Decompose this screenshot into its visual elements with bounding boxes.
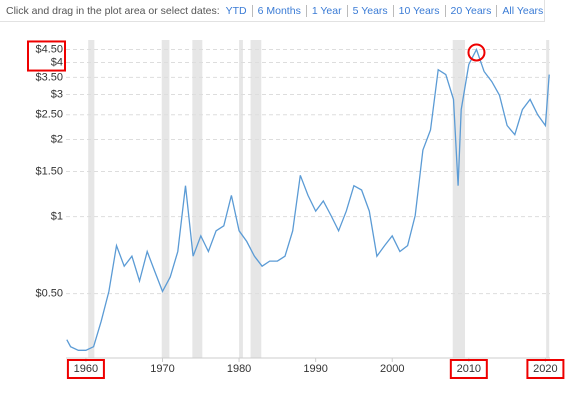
prompt: Click and drag in the plot area or selec… xyxy=(6,5,220,17)
recession-band xyxy=(192,40,203,358)
recession-band xyxy=(239,40,243,358)
range-selector: Click and drag in the plot area or selec… xyxy=(0,0,549,22)
recession-band xyxy=(88,40,95,358)
y-tick-label: $2 xyxy=(51,133,63,145)
y-tick-label: $4 xyxy=(51,56,63,68)
y-tick-label: $3 xyxy=(51,88,63,100)
annotation-box xyxy=(526,359,565,379)
range-option[interactable]: 5 Years xyxy=(346,5,393,17)
x-tick-label: 2020 xyxy=(533,363,557,375)
y-tick-label: $1 xyxy=(51,210,63,222)
recession-band xyxy=(250,40,262,358)
recession-band xyxy=(546,40,550,358)
y-tick-label: $0.50 xyxy=(35,287,63,299)
annotation-box xyxy=(449,359,488,379)
annotation-box xyxy=(66,359,105,379)
y-tick-label: $3.50 xyxy=(35,71,63,83)
x-tick-label: 1990 xyxy=(303,363,327,375)
y-tick-label: $1.50 xyxy=(35,165,63,177)
x-tick-label: 2000 xyxy=(380,363,404,375)
range-option[interactable]: 10 Years xyxy=(392,5,445,17)
x-tick-label: 2010 xyxy=(457,363,481,375)
range-option[interactable]: 1 Year xyxy=(305,5,347,17)
price-line xyxy=(66,47,550,351)
range-option[interactable]: YTD xyxy=(225,5,247,17)
range-option[interactable]: 20 Years xyxy=(444,5,497,17)
recession-band xyxy=(452,40,465,358)
y-tick-label: $4.50 xyxy=(35,43,63,55)
x-tick-label: 1980 xyxy=(227,363,251,375)
options: YTD 6 Months 1 Year 5 Years 10 Years 20 Years… xyxy=(220,5,549,17)
annotation-box xyxy=(27,40,66,72)
annotation-circle xyxy=(467,43,486,62)
recession-band xyxy=(161,40,170,358)
y-tick-label: $2.50 xyxy=(35,109,63,121)
range-option[interactable]: 6 Months xyxy=(251,5,306,17)
range-option[interactable]: All Years xyxy=(496,5,549,17)
x-tick-label: 1960 xyxy=(74,363,98,375)
x-tick-label: 1970 xyxy=(150,363,174,375)
